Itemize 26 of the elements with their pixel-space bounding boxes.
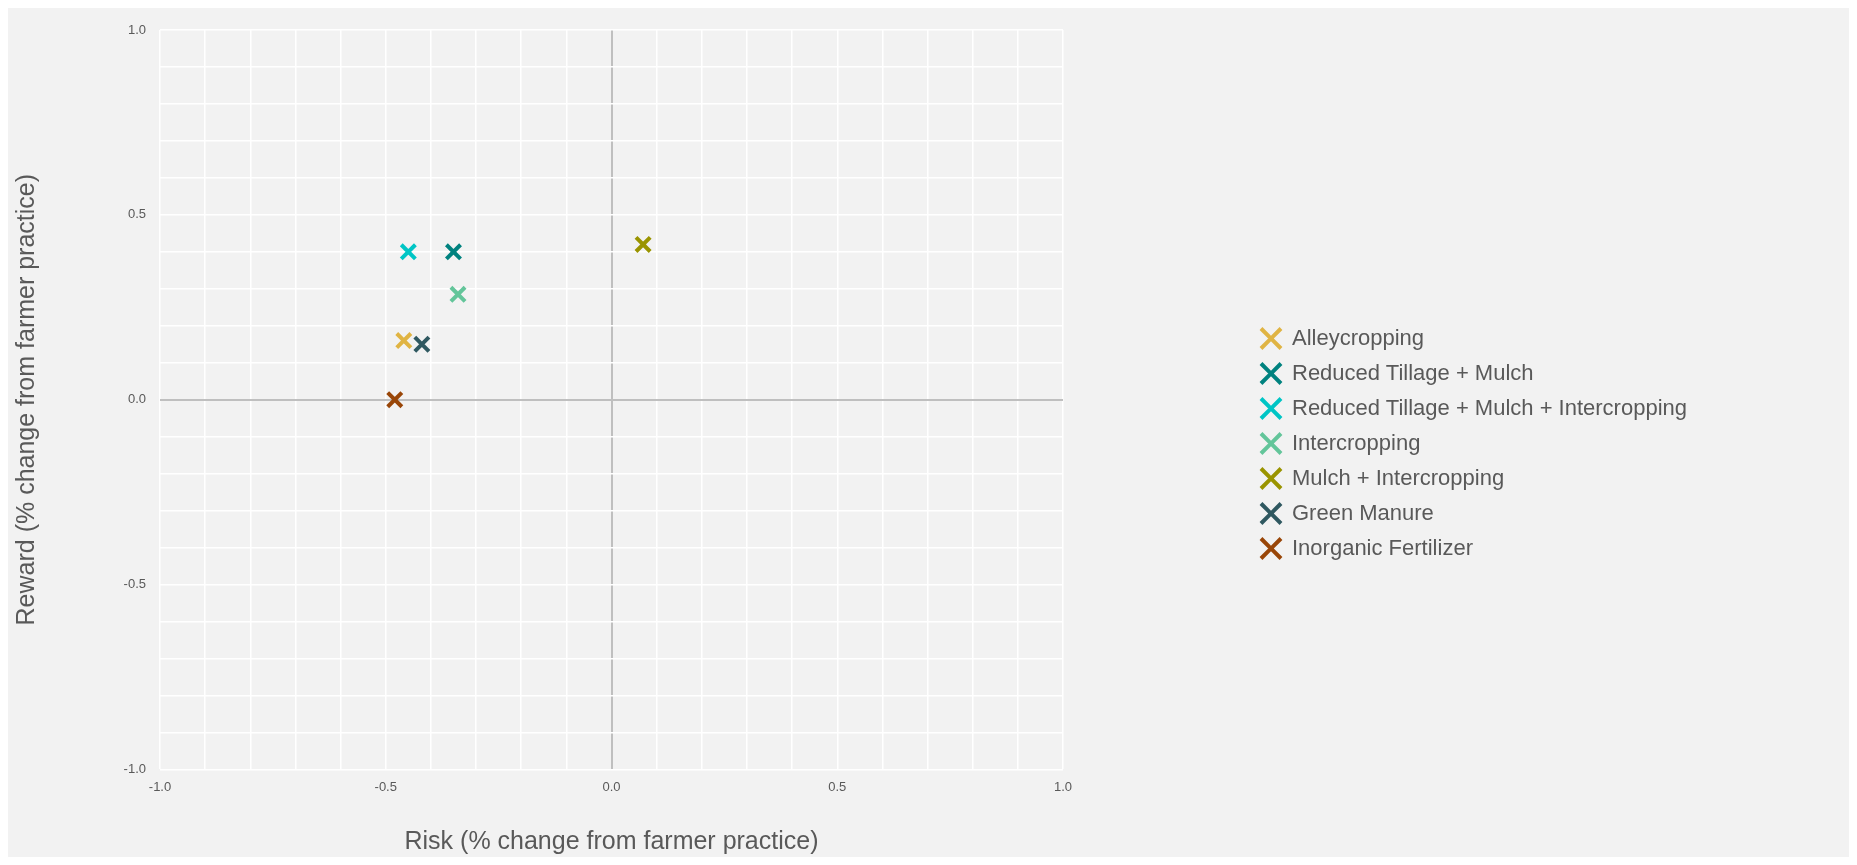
legend-label: Green Manure (1292, 499, 1434, 525)
point (399, 242, 418, 261)
y-tick-label: 1.0 (127, 21, 146, 37)
x-tick-label: -0.5 (374, 778, 397, 794)
point (634, 235, 653, 254)
legend-label: Reduced Tillage + Mulch (1292, 359, 1534, 385)
point (448, 285, 468, 304)
legend-label: Reduced Tillage + Mulch + Intercropping (1292, 394, 1688, 420)
y-tick-label: 0.0 (127, 391, 146, 407)
y-tick-label: -1.0 (123, 760, 146, 776)
point (394, 331, 413, 350)
point (385, 390, 404, 409)
legend-label: Mulch + Intercropping (1292, 464, 1505, 490)
point (444, 242, 463, 261)
legend-label: Alleycropping (1292, 324, 1425, 350)
point (412, 335, 431, 354)
x-tick-label: 0.5 (828, 778, 847, 794)
y-tick-label: 0.5 (127, 206, 146, 222)
y-tick-label: -0.5 (123, 576, 146, 592)
x-tick-label: 0.0 (602, 778, 621, 794)
legend-label: Intercropping (1292, 429, 1421, 455)
x-axis-title: Risk (% change from farmer practice) (404, 825, 819, 854)
legend-label: Inorganic Fertilizer (1292, 534, 1473, 560)
x-tick-label: 1.0 (1053, 778, 1073, 794)
y-axis-title: Reward (% change from farmer practice) (10, 173, 39, 626)
x-tick-label: -1.0 (148, 778, 172, 794)
